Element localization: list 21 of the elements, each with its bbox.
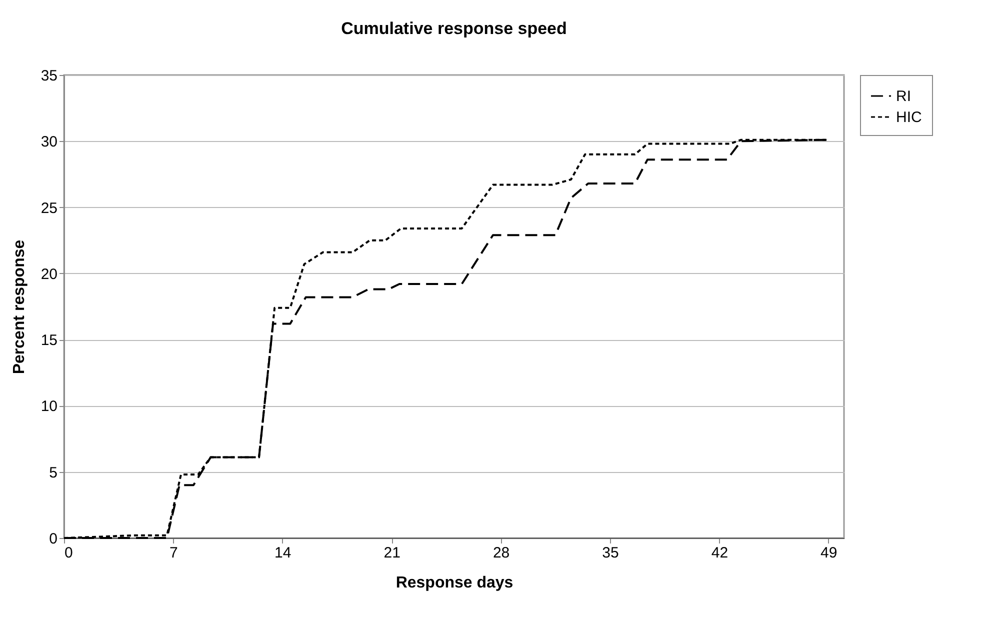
- y-tick-label: 35: [40, 68, 58, 84]
- y-tick-label: 30: [40, 134, 58, 151]
- y-tick-label: 5: [49, 464, 58, 482]
- x-tick-label: 21: [384, 544, 400, 562]
- y-tick-label: 20: [40, 266, 58, 283]
- x-tick-label: 49: [820, 544, 838, 562]
- x-tick-label: 7: [170, 544, 178, 562]
- legend-label: RI: [896, 88, 911, 105]
- chart-title: Cumulative response speed: [341, 19, 567, 38]
- y-axis-title: Percent response: [10, 240, 28, 374]
- x-tick-label: 0: [64, 544, 73, 562]
- x-axis-title: Response days: [396, 574, 514, 592]
- y-tick-label: 10: [40, 398, 58, 416]
- y-tick-label: 25: [40, 200, 58, 217]
- y-tick-label: 15: [40, 332, 58, 350]
- x-tick-label: 14: [274, 544, 292, 562]
- y-tick-label: 0: [49, 530, 58, 548]
- legend-label: HIC: [896, 109, 922, 126]
- x-tick-label: 42: [711, 544, 728, 562]
- x-tick-label: 35: [602, 544, 619, 562]
- x-tick-label: 28: [492, 544, 510, 562]
